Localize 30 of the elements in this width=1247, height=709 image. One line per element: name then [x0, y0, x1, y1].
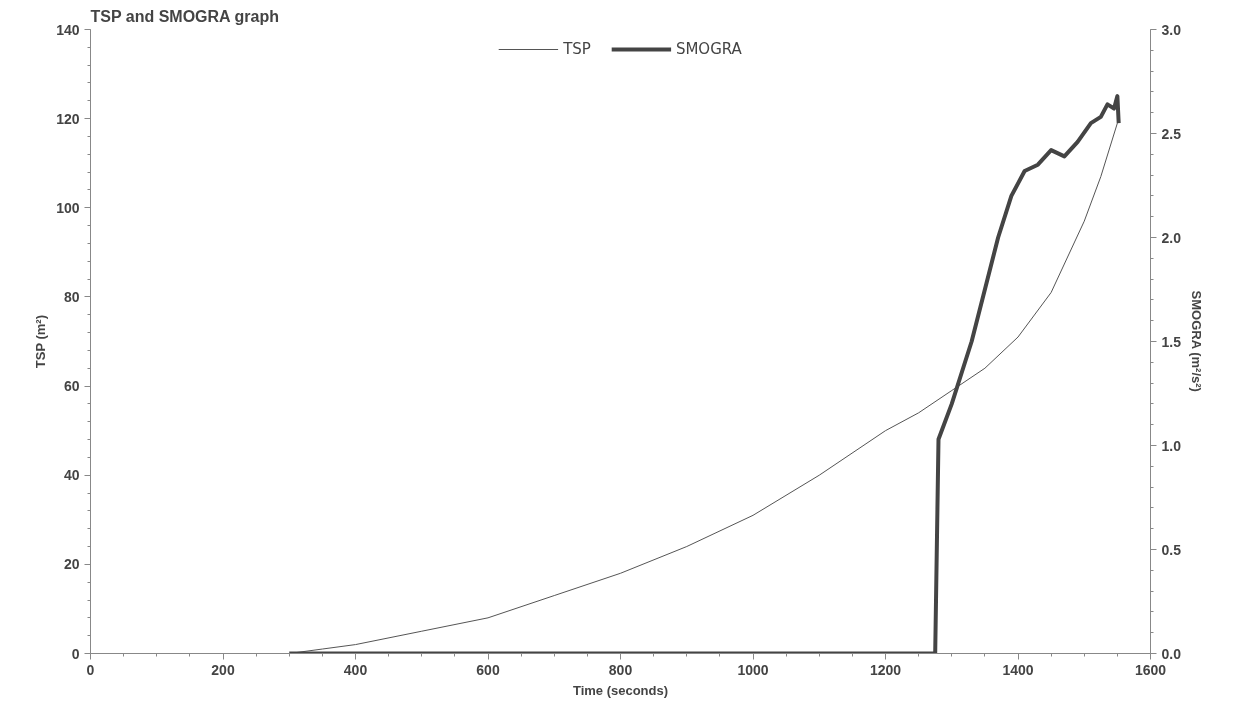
x-axis-title: Time (seconds) [572, 682, 669, 698]
y-tick-label: 0 [71, 645, 80, 662]
y-tick-label: 80 [63, 288, 80, 305]
y2-tick-label: 3.0 [1161, 21, 1182, 38]
y-tick-label: 120 [56, 110, 80, 127]
x-tick-label: 800 [608, 661, 633, 678]
y2-tick-label: 0.5 [1161, 541, 1182, 558]
legend-label: SMOGRA [675, 40, 742, 58]
x-tick-label: 1200 [869, 661, 902, 678]
y-axis-title: TSP (m²) [33, 315, 49, 369]
y-tick-label: 100 [56, 199, 80, 216]
x-tick-label: 200 [211, 661, 235, 678]
y-tick-label: 20 [63, 556, 80, 573]
x-tick-label: 400 [343, 661, 368, 678]
y2-tick-label: 2.5 [1161, 125, 1182, 142]
x-tick-label: 1000 [737, 661, 769, 678]
x-tick-label: 1400 [1002, 661, 1034, 678]
y-tick-label: 140 [56, 21, 80, 38]
y2-tick-label: 1.5 [1161, 333, 1182, 350]
x-tick-label: 0 [86, 661, 95, 678]
chart-title: TSP and SMOGRA graph [90, 7, 279, 25]
y2-axis-title: SMOGRA (m²/s²) [1188, 290, 1204, 392]
y2-tick-label: 1.0 [1161, 437, 1182, 454]
y2-tick-label: 2.0 [1161, 229, 1182, 246]
legend-label: TSP [563, 40, 591, 58]
x-tick-label: 600 [476, 661, 500, 678]
y-tick-label: 60 [63, 378, 80, 395]
x-tick-label: 1600 [1134, 661, 1167, 678]
y2-tick-label: 0.0 [1161, 645, 1182, 662]
y-tick-label: 40 [63, 467, 80, 484]
